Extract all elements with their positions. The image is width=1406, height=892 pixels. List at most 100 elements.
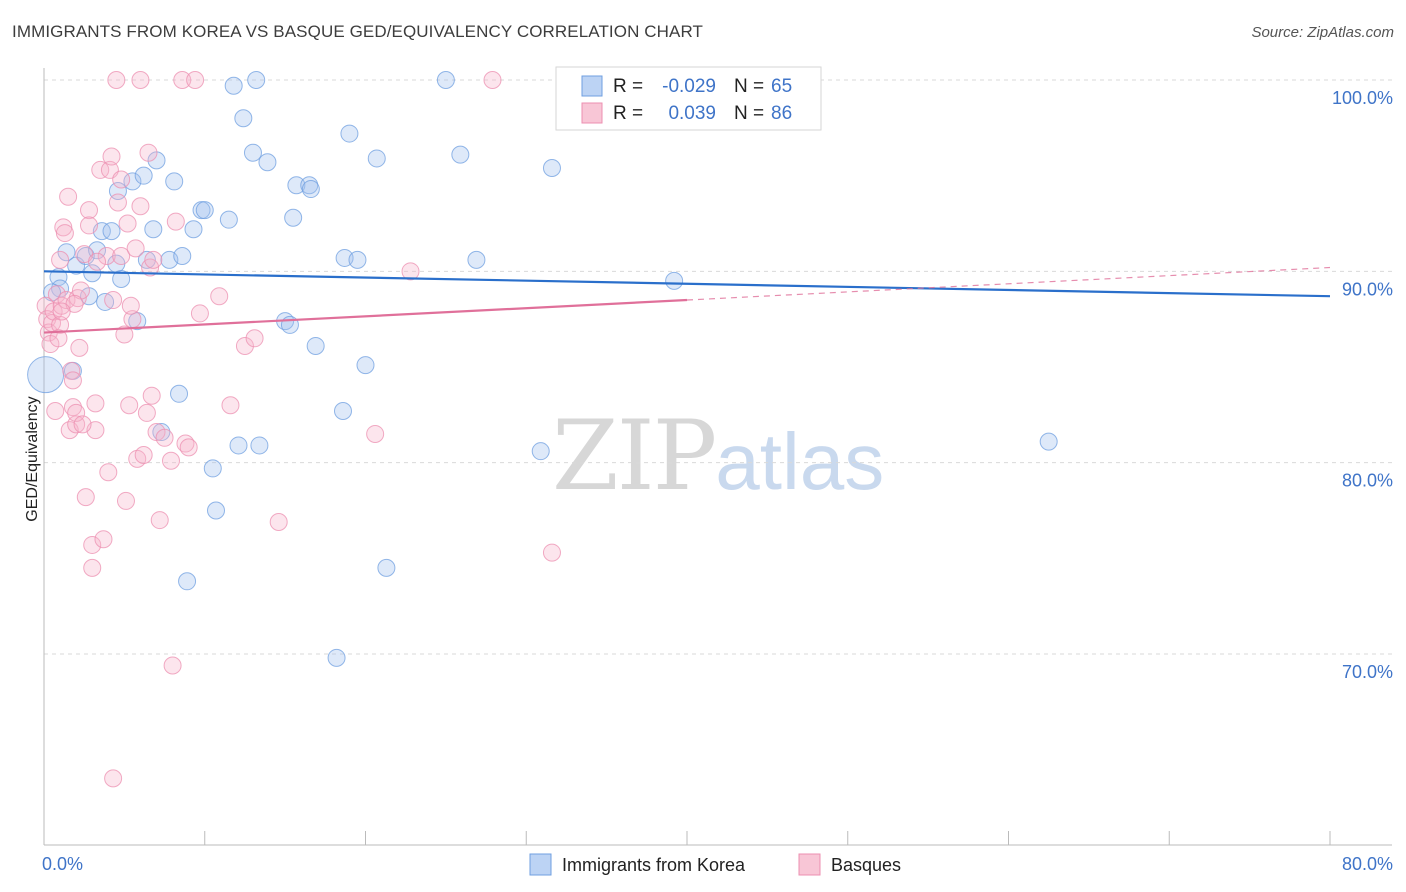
basques-point-73 bbox=[542, 543, 561, 562]
basques-point-33 bbox=[97, 247, 116, 266]
legend-bottom-basques-label: Basques bbox=[831, 855, 901, 875]
basques-point-17 bbox=[63, 371, 82, 390]
korea-point-57 bbox=[451, 145, 470, 164]
basques-point-43 bbox=[116, 491, 135, 510]
korea-point-12 bbox=[102, 222, 121, 241]
basques-point-12 bbox=[55, 224, 74, 243]
korea-point-38 bbox=[247, 71, 266, 89]
legend-bottom-basques-swatch bbox=[798, 853, 821, 876]
trend-line-solid-1 bbox=[43, 298, 688, 334]
basques-point-26 bbox=[80, 216, 99, 235]
legend-basques-r-value: 0.039 bbox=[668, 103, 716, 124]
basques-point-58 bbox=[155, 428, 174, 447]
basques-point-69 bbox=[269, 512, 288, 531]
basques-point-47 bbox=[126, 239, 145, 258]
korea-point-54 bbox=[367, 149, 386, 168]
basques-point-52 bbox=[137, 403, 156, 422]
korea-point-20 bbox=[144, 220, 163, 239]
korea-point-3 bbox=[57, 243, 76, 262]
trend-line-solid-0 bbox=[43, 270, 1331, 298]
korea-point-35 bbox=[229, 436, 248, 455]
basques-point-32 bbox=[94, 530, 113, 549]
basques-point-84 bbox=[161, 451, 180, 470]
korea-point-62 bbox=[665, 271, 684, 290]
basques-point-60 bbox=[166, 212, 185, 231]
basques-point-78 bbox=[52, 302, 71, 321]
basques-point-70 bbox=[366, 424, 385, 443]
korea-point-22 bbox=[152, 423, 171, 442]
legend-basques-n-value: 86 bbox=[771, 103, 792, 124]
korea-point-31 bbox=[203, 459, 222, 478]
chart-title: IMMIGRANTS FROM KOREA VS BASQUE GED/EQUI… bbox=[12, 22, 704, 41]
source-label: Source: ZipAtlas.com bbox=[1251, 24, 1394, 41]
watermark-atlas: atlas bbox=[715, 417, 885, 506]
korea-point-37 bbox=[243, 143, 262, 162]
legend-korea-n-label: N = bbox=[734, 76, 764, 97]
basques-point-25 bbox=[80, 201, 99, 220]
series-basques-points bbox=[36, 71, 608, 788]
basques-point-24 bbox=[76, 488, 95, 507]
basques-point-44 bbox=[118, 214, 137, 233]
watermark-zip: ZIP bbox=[552, 400, 717, 512]
korea-point-16 bbox=[123, 172, 142, 191]
basques-point-49 bbox=[131, 197, 150, 216]
legend-korea-r-value: -0.029 bbox=[662, 76, 716, 97]
korea-point-43 bbox=[284, 208, 303, 227]
basques-point-68 bbox=[245, 329, 264, 348]
basques-point-8 bbox=[51, 250, 70, 269]
basques-point-35 bbox=[102, 147, 121, 166]
korea-point-32 bbox=[207, 501, 226, 520]
korea-point-39 bbox=[250, 436, 269, 455]
legend-korea-swatch bbox=[581, 75, 603, 97]
korea-point-28 bbox=[184, 220, 203, 239]
trend-lines bbox=[43, 266, 1331, 334]
korea-point-26 bbox=[173, 247, 192, 266]
basques-point-72 bbox=[483, 71, 502, 89]
korea-point-15 bbox=[112, 269, 131, 288]
basques-point-40 bbox=[112, 170, 131, 189]
korea-point-27 bbox=[178, 572, 197, 591]
basques-point-30 bbox=[86, 394, 105, 413]
korea-point-58 bbox=[467, 250, 486, 269]
basques-point-27 bbox=[83, 535, 102, 554]
basques-point-37 bbox=[104, 291, 123, 310]
basques-point-41 bbox=[112, 247, 131, 266]
basques-point-80 bbox=[88, 252, 107, 271]
basques-point-51 bbox=[134, 446, 153, 465]
basques-point-57 bbox=[150, 511, 169, 530]
basques-point-59 bbox=[163, 656, 182, 675]
x-tick-label-1: 80.0% bbox=[1342, 854, 1393, 874]
y-tick-label-3: 70.0% bbox=[1342, 662, 1393, 682]
y-tick-label-2: 80.0% bbox=[1342, 471, 1393, 491]
x-ticks bbox=[43, 831, 1331, 845]
basques-point-65 bbox=[210, 287, 229, 306]
legend-korea-n-value: 65 bbox=[771, 76, 792, 97]
legend-bottom-korea-label: Immigrants from Korea bbox=[562, 855, 746, 875]
legend-basques-n-label: N = bbox=[734, 103, 764, 124]
korea-point-40 bbox=[258, 153, 277, 172]
basques-point-20 bbox=[67, 403, 86, 422]
korea-point-0 bbox=[27, 356, 65, 394]
korea-point-30 bbox=[195, 201, 214, 220]
watermark: ZIPatlas bbox=[552, 400, 884, 512]
basques-point-53 bbox=[139, 143, 158, 162]
korea-point-60 bbox=[542, 159, 561, 178]
korea-point-34 bbox=[224, 76, 243, 95]
y-tick-label-1: 90.0% bbox=[1342, 279, 1393, 299]
basques-point-18 bbox=[63, 398, 82, 417]
basques-point-50 bbox=[131, 71, 150, 89]
y-tick-labels: 100.0% 90.0% 80.0% 70.0% bbox=[1332, 88, 1393, 682]
gridlines bbox=[44, 79, 1392, 655]
korea-point-18 bbox=[134, 166, 153, 185]
basques-point-71 bbox=[401, 262, 420, 281]
basques-point-82 bbox=[121, 296, 140, 315]
korea-point-44 bbox=[287, 176, 306, 195]
basques-point-45 bbox=[120, 396, 139, 415]
basques-point-16 bbox=[62, 361, 81, 380]
korea-point-53 bbox=[356, 356, 375, 375]
legend-basques-r-label: R = bbox=[613, 103, 643, 124]
korea-point-47 bbox=[306, 336, 325, 355]
korea-point-46 bbox=[301, 180, 320, 199]
legend-basques-swatch bbox=[581, 102, 603, 124]
